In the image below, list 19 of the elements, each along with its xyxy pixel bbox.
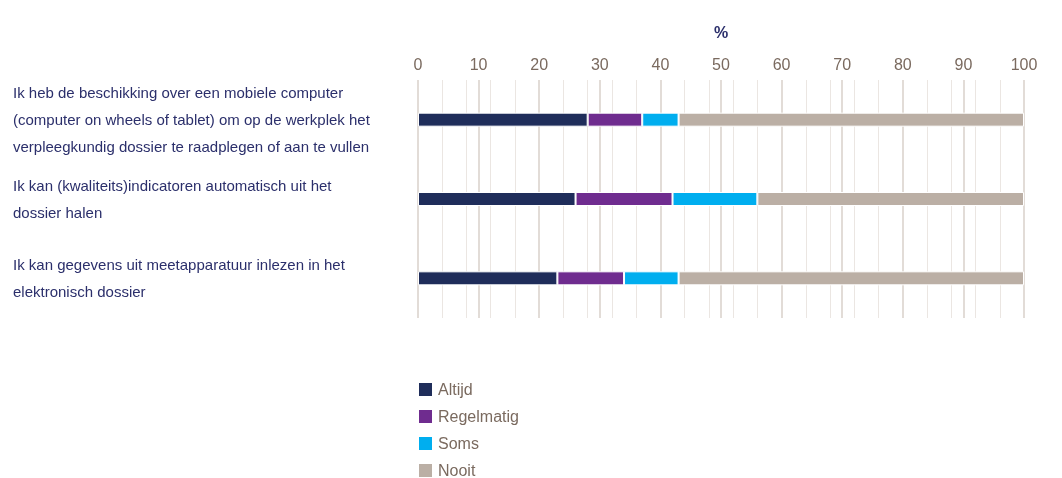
y-tick-label: Ik kan gegevens uit meetapparatuur inlezen in het elektronisch dossier: [13, 256, 350, 301]
x-tick-label: 40: [651, 55, 670, 73]
x-tick-label: 20: [530, 55, 549, 73]
x-tick-label: 50: [712, 55, 730, 73]
x-axis-title: %: [713, 23, 729, 41]
legend-label: Soms: [438, 435, 479, 452]
legend-label: Regelmatig: [438, 408, 519, 425]
legend-label: Altijd: [438, 381, 473, 398]
x-tick-label: 100: [1010, 55, 1038, 73]
x-tick-label: 30: [590, 55, 609, 73]
x-tick-label: 0: [413, 55, 423, 73]
x-tick-label: 80: [893, 55, 912, 73]
y-tick-label: Ik kan (kwaliteits)indicatoren automatisch uit het dossier halen: [13, 177, 336, 221]
legend-label: Nooit: [438, 462, 476, 478]
x-tick-label: 10: [469, 55, 488, 73]
y-tick-label: Ik heb de beschikking over een mobiele computer (computer on wheels of tablet) om op de werkplek het verpleegkundig dossier te raadplegen of aan te vullen: [13, 84, 375, 156]
x-tick-label: 60: [772, 55, 791, 73]
x-tick-label: 90: [954, 55, 973, 73]
x-tick-label: 70: [833, 55, 852, 73]
